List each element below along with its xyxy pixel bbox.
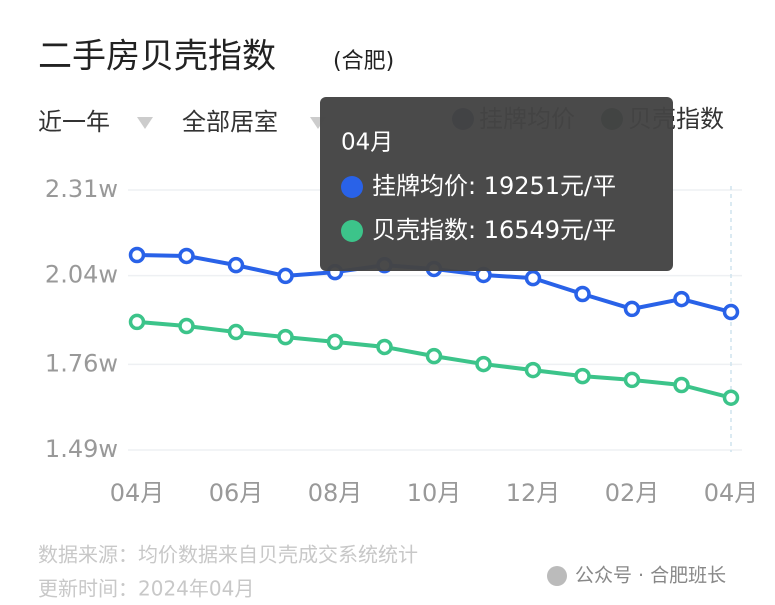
tooltip-marker xyxy=(341,176,363,198)
chart-subtitle: (合肥) xyxy=(333,49,394,74)
update-note: 更新时间：2024年04月 xyxy=(38,577,254,601)
data-point xyxy=(722,389,740,406)
x-tick-label: 10月 xyxy=(407,479,462,507)
data-point xyxy=(722,303,740,321)
x-tick-label: 08月 xyxy=(308,479,363,507)
y-tick-label: 1.49w xyxy=(45,435,118,463)
watermark: 公众号 · 合肥班长 xyxy=(575,565,726,587)
data-point xyxy=(673,376,690,394)
y-tick-label: 2.31w xyxy=(45,175,118,203)
x-tick-label: 04月 xyxy=(110,479,165,507)
data-point xyxy=(425,347,443,365)
data-point xyxy=(277,267,294,285)
data-point xyxy=(524,269,542,287)
filter[interactable]: 近一年 xyxy=(38,108,110,136)
data-point xyxy=(475,355,492,373)
x-tick-label: 12月 xyxy=(506,479,561,507)
data-point xyxy=(574,367,591,385)
x-tick-label: 02月 xyxy=(605,479,660,507)
source-note: 数据来源：均价数据来自贝壳成交系统统计 xyxy=(38,543,418,567)
filter[interactable]: 全部居室 xyxy=(182,108,278,136)
data-point xyxy=(128,246,146,264)
x-tick-label: 04月 xyxy=(704,479,759,507)
data-point xyxy=(178,247,195,265)
y-tick-label: 1.76w xyxy=(45,349,118,377)
tooltip-title: 04月 xyxy=(341,130,393,156)
data-point xyxy=(227,323,245,341)
data-point xyxy=(524,361,542,379)
chart-title: 二手房贝壳指数 xyxy=(38,37,276,77)
data-point xyxy=(128,313,146,331)
data-point xyxy=(277,328,294,346)
data-point xyxy=(178,317,195,335)
tooltip-marker xyxy=(341,220,363,242)
x-tick-label: 06月 xyxy=(209,479,264,507)
tooltip-line: 挂牌均价: 19251元/平 xyxy=(372,172,616,200)
data-point xyxy=(326,333,344,351)
data-point xyxy=(673,290,690,308)
watermark-icon xyxy=(547,566,567,586)
tooltip-line: 贝壳指数: 16549元/平 xyxy=(372,216,616,244)
data-point xyxy=(227,256,245,274)
data-point xyxy=(376,338,393,356)
data-point xyxy=(574,285,591,303)
data-point xyxy=(623,300,641,318)
y-tick-label: 2.04w xyxy=(45,261,118,289)
filter-arrow xyxy=(137,117,153,129)
tooltip-box xyxy=(320,97,673,271)
data-point xyxy=(623,371,641,389)
